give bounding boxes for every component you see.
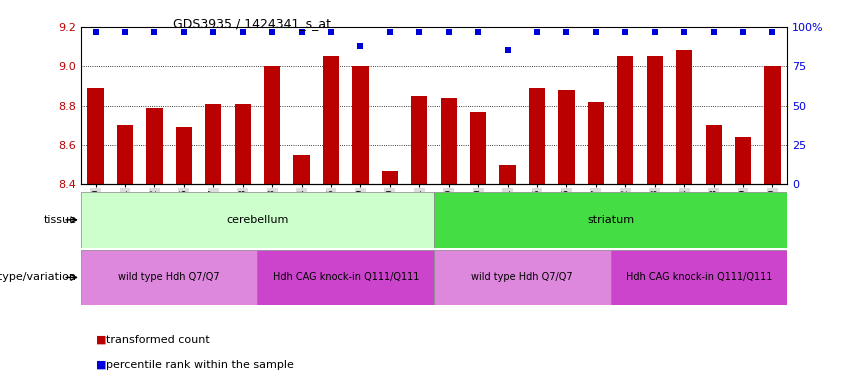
Text: GDS3935 / 1424341_s_at: GDS3935 / 1424341_s_at bbox=[173, 17, 331, 30]
Text: ■: ■ bbox=[96, 335, 106, 345]
Bar bbox=[470, 111, 486, 184]
Text: wild type Hdh Q7/Q7: wild type Hdh Q7/Q7 bbox=[471, 272, 573, 283]
Bar bbox=[558, 90, 574, 184]
Bar bbox=[735, 137, 751, 184]
Bar bbox=[117, 125, 133, 184]
Text: striatum: striatum bbox=[587, 215, 634, 225]
Text: cerebellum: cerebellum bbox=[226, 215, 288, 225]
Bar bbox=[411, 96, 427, 184]
Bar bbox=[764, 66, 780, 184]
Bar bbox=[647, 56, 663, 184]
Bar bbox=[676, 50, 692, 184]
Bar bbox=[588, 102, 604, 184]
Bar bbox=[441, 98, 457, 184]
Bar bbox=[500, 165, 516, 184]
Text: Hdh CAG knock-in Q111/Q111: Hdh CAG knock-in Q111/Q111 bbox=[272, 272, 419, 283]
Bar bbox=[264, 66, 280, 184]
Bar bbox=[81, 192, 434, 248]
Text: percentile rank within the sample: percentile rank within the sample bbox=[106, 360, 294, 370]
Bar bbox=[294, 155, 310, 184]
Text: wild type Hdh Q7/Q7: wild type Hdh Q7/Q7 bbox=[118, 272, 220, 283]
Bar bbox=[88, 88, 104, 184]
Text: genotype/variation: genotype/variation bbox=[0, 272, 77, 283]
Text: ■: ■ bbox=[96, 360, 106, 370]
Text: Hdh CAG knock-in Q111/Q111: Hdh CAG knock-in Q111/Q111 bbox=[625, 272, 772, 283]
Bar bbox=[610, 250, 787, 305]
Bar bbox=[146, 108, 163, 184]
Bar bbox=[81, 250, 257, 305]
Bar bbox=[235, 104, 251, 184]
Bar bbox=[705, 125, 722, 184]
Bar bbox=[434, 192, 787, 248]
Text: tissue: tissue bbox=[43, 215, 77, 225]
Bar bbox=[323, 56, 339, 184]
Bar bbox=[205, 104, 221, 184]
Bar bbox=[434, 250, 610, 305]
Bar bbox=[382, 170, 398, 184]
Bar bbox=[257, 250, 434, 305]
Bar bbox=[352, 66, 368, 184]
Bar bbox=[617, 56, 633, 184]
Text: transformed count: transformed count bbox=[106, 335, 210, 345]
Bar bbox=[176, 127, 192, 184]
Bar bbox=[529, 88, 545, 184]
